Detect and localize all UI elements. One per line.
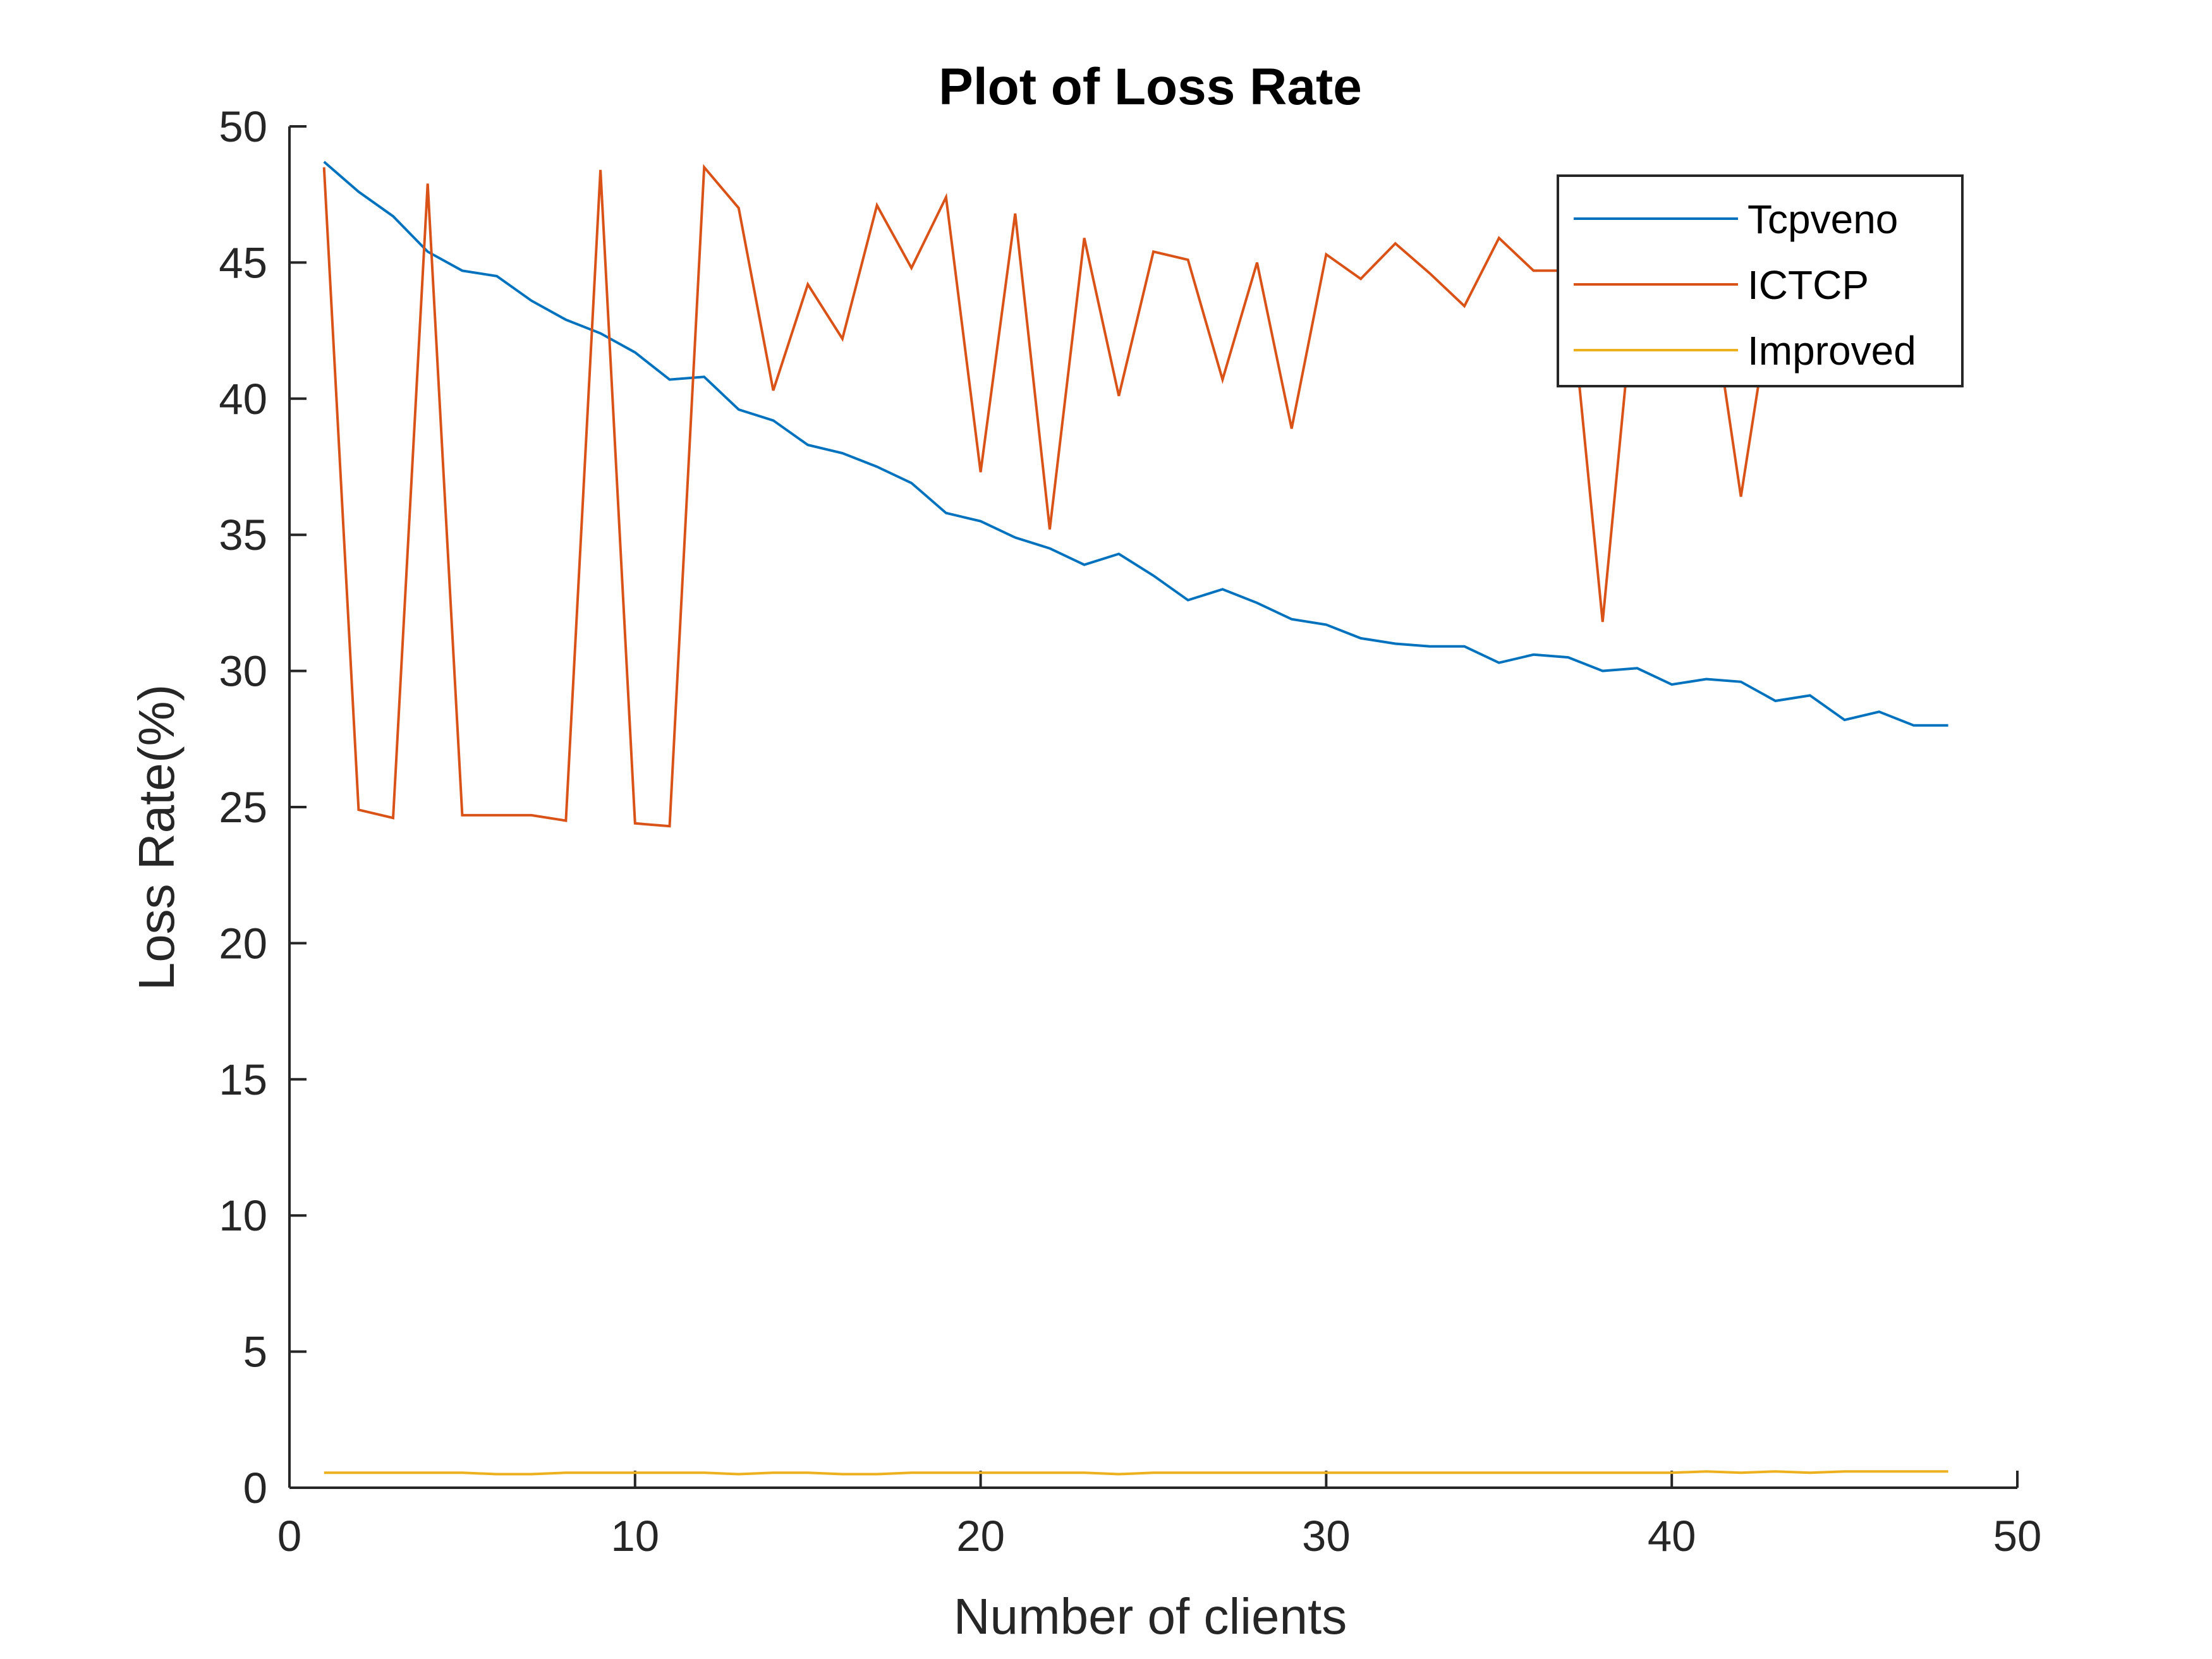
y-tick-label: 0 — [243, 1464, 267, 1512]
y-tick-label: 5 — [243, 1328, 267, 1376]
legend: Tcpveno ICTCP Improved — [1557, 174, 1964, 387]
chart-title: Plot of Loss Rate — [939, 58, 1362, 116]
x-tick-label: 50 — [1993, 1512, 2042, 1560]
x-axis-label: Number of clients — [954, 1588, 1347, 1644]
y-axis-label: Loss Rate(%) — [128, 684, 185, 991]
x-tick-label: 40 — [1648, 1512, 1696, 1560]
y-tick-label: 50 — [219, 102, 267, 151]
y-tick-label: 10 — [219, 1191, 267, 1240]
y-tick-label: 40 — [219, 375, 267, 423]
legend-label: ICTCP — [1747, 262, 1869, 308]
legend-label: Tcpveno — [1747, 197, 1898, 242]
y-tick-label: 25 — [219, 783, 267, 832]
y-tick-label: 35 — [219, 511, 267, 559]
axes: 0 10 20 30 40 50 0 5 10 15 20 25 30 35 40 45 50 — [219, 102, 2041, 1560]
y-tick-label: 30 — [219, 647, 267, 696]
y-tick-label: 15 — [219, 1055, 267, 1104]
y-tick-label: 45 — [219, 238, 267, 287]
x-tick-label: 10 — [611, 1512, 659, 1560]
legend-label: Improved — [1747, 328, 1916, 374]
x-tick-label: 20 — [956, 1512, 1005, 1560]
x-tick-label: 0 — [277, 1512, 301, 1560]
x-tick-label: 30 — [1302, 1512, 1351, 1560]
series-line-improved — [324, 1470, 1948, 1476]
y-tick-label: 20 — [219, 919, 267, 968]
series-line-tcpveno — [323, 161, 1948, 727]
